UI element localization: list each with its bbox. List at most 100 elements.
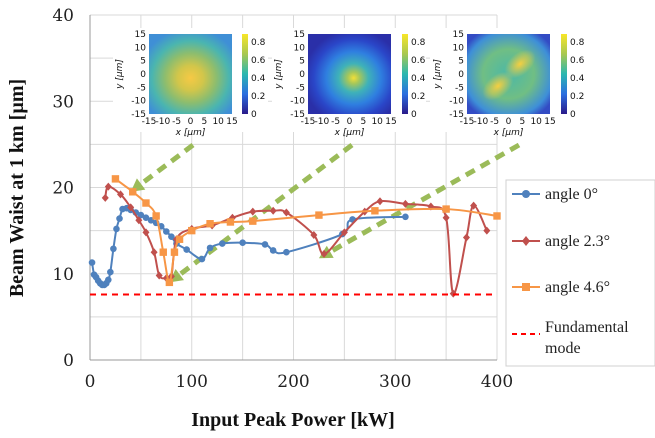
data-point — [218, 240, 226, 247]
inset-x-tick: 10 — [371, 117, 383, 127]
colorbar-1 — [242, 34, 248, 114]
data-point — [269, 247, 277, 254]
inset-y-tick: -10 — [290, 97, 305, 107]
colorbar-tick: 0.6 — [411, 56, 426, 66]
data-point — [442, 205, 450, 213]
colorbar-tick: 0.4 — [570, 74, 585, 84]
data-point — [168, 233, 175, 240]
inset-x-tick: 15 — [544, 117, 555, 127]
x-tick-label: 0 — [85, 372, 96, 392]
colorbar-tick: 0 — [251, 110, 257, 120]
inset-x-tick: 0 — [347, 117, 353, 127]
data-point — [402, 213, 409, 221]
data-point — [483, 226, 491, 235]
inset-y-tick: -15 — [290, 110, 305, 120]
colorbar-tick: 0.2 — [411, 92, 425, 102]
data-point — [470, 201, 478, 210]
inset-x-tick: 15 — [385, 117, 396, 127]
arrow-shaft-1 — [139, 143, 195, 187]
data-point — [401, 199, 409, 208]
colorbar-tick: 0 — [570, 110, 576, 120]
data-point — [493, 212, 501, 220]
data-point — [88, 259, 96, 266]
inset-x-tick: -15 — [301, 117, 316, 127]
data-point — [340, 228, 348, 237]
inset-y-tick: 5 — [299, 57, 305, 67]
data-point — [101, 193, 109, 202]
inset-x-tick: 15 — [226, 117, 237, 127]
data-point — [129, 188, 137, 196]
x-tick-label: 400 — [481, 372, 513, 392]
data-point — [188, 226, 196, 235]
data-point — [104, 182, 112, 191]
x-axis-ticks: 0 100 200 300 400 — [85, 372, 514, 392]
inset-y-label: y [µm] — [433, 59, 443, 90]
inset-y-tick: -15 — [449, 110, 464, 120]
inset-x-tick: 0 — [506, 117, 512, 127]
inset-x-label: x [µm] — [175, 128, 206, 138]
inset-hotspot-left — [482, 71, 514, 101]
data-point — [198, 255, 206, 263]
inset-y-tick: -10 — [449, 97, 464, 107]
arrow-shaft-3 — [329, 142, 521, 254]
data-point — [269, 206, 277, 215]
inset-x-tick: -15 — [460, 117, 475, 127]
data-point — [142, 228, 150, 237]
legend-marker-angle0 — [522, 190, 530, 198]
inset-x-tick: 5 — [201, 117, 207, 127]
colorbar-tick: 0.4 — [411, 74, 426, 84]
inset-y-tick: 15 — [453, 30, 464, 40]
y-tick-label: 40 — [52, 6, 74, 26]
colorbar-tick: 0 — [411, 110, 417, 120]
inset-y-tick: 0 — [299, 70, 305, 80]
data-point — [376, 197, 384, 206]
inset-y-tick: 5 — [458, 57, 464, 67]
inset-y-tick: -5 — [137, 83, 146, 93]
colorbar-tick: 0.2 — [251, 92, 265, 102]
data-point — [249, 207, 257, 216]
colorbar-2 — [402, 34, 408, 114]
legend-label-angle0: angle 0° — [545, 186, 598, 203]
x-tick-label: 200 — [277, 372, 309, 392]
inset-x-tick: 10 — [212, 117, 224, 127]
data-point — [442, 213, 450, 222]
inset-y-tick: 15 — [135, 30, 146, 40]
plot-area-frame — [89, 15, 497, 361]
data-point — [283, 248, 290, 256]
data-point — [110, 245, 117, 253]
inset-y-tick: -5 — [296, 83, 305, 93]
data-point — [107, 268, 114, 276]
data-point — [105, 276, 112, 284]
x-tick-label: 300 — [379, 372, 411, 392]
inset-x-tick: -15 — [142, 117, 157, 127]
y-axis-ticks: 0 10 20 30 40 — [52, 6, 74, 371]
data-point — [206, 244, 214, 252]
data-point — [116, 215, 123, 222]
inset-y-tick: 0 — [458, 70, 464, 80]
inset-x-tick: -10 — [155, 117, 170, 127]
inset-y-tick: -10 — [131, 97, 146, 107]
inset-x-label: x [µm] — [493, 128, 524, 138]
inset-y-tick: 10 — [453, 43, 465, 53]
series-line-2 — [114, 178, 498, 284]
inset-x-tick: -5 — [172, 117, 181, 127]
data-point — [159, 248, 167, 256]
data-point — [226, 218, 235, 226]
data-point — [170, 248, 179, 256]
data-point — [165, 278, 174, 287]
colorbar-tick: 0.2 — [570, 92, 584, 102]
inset-map-2 — [308, 34, 391, 114]
y-tick-label: 10 — [52, 265, 74, 285]
inset-y-tick: 10 — [135, 43, 147, 53]
data-point — [239, 239, 246, 246]
data-point — [183, 246, 190, 253]
inset-y-label: y [µm] — [115, 59, 125, 90]
data-point — [150, 248, 158, 257]
data-point — [111, 175, 120, 183]
colorbar-3 — [561, 34, 567, 114]
data-point — [127, 203, 135, 212]
inset-map-1 — [149, 34, 232, 114]
inset-x-tick: -10 — [473, 117, 488, 127]
